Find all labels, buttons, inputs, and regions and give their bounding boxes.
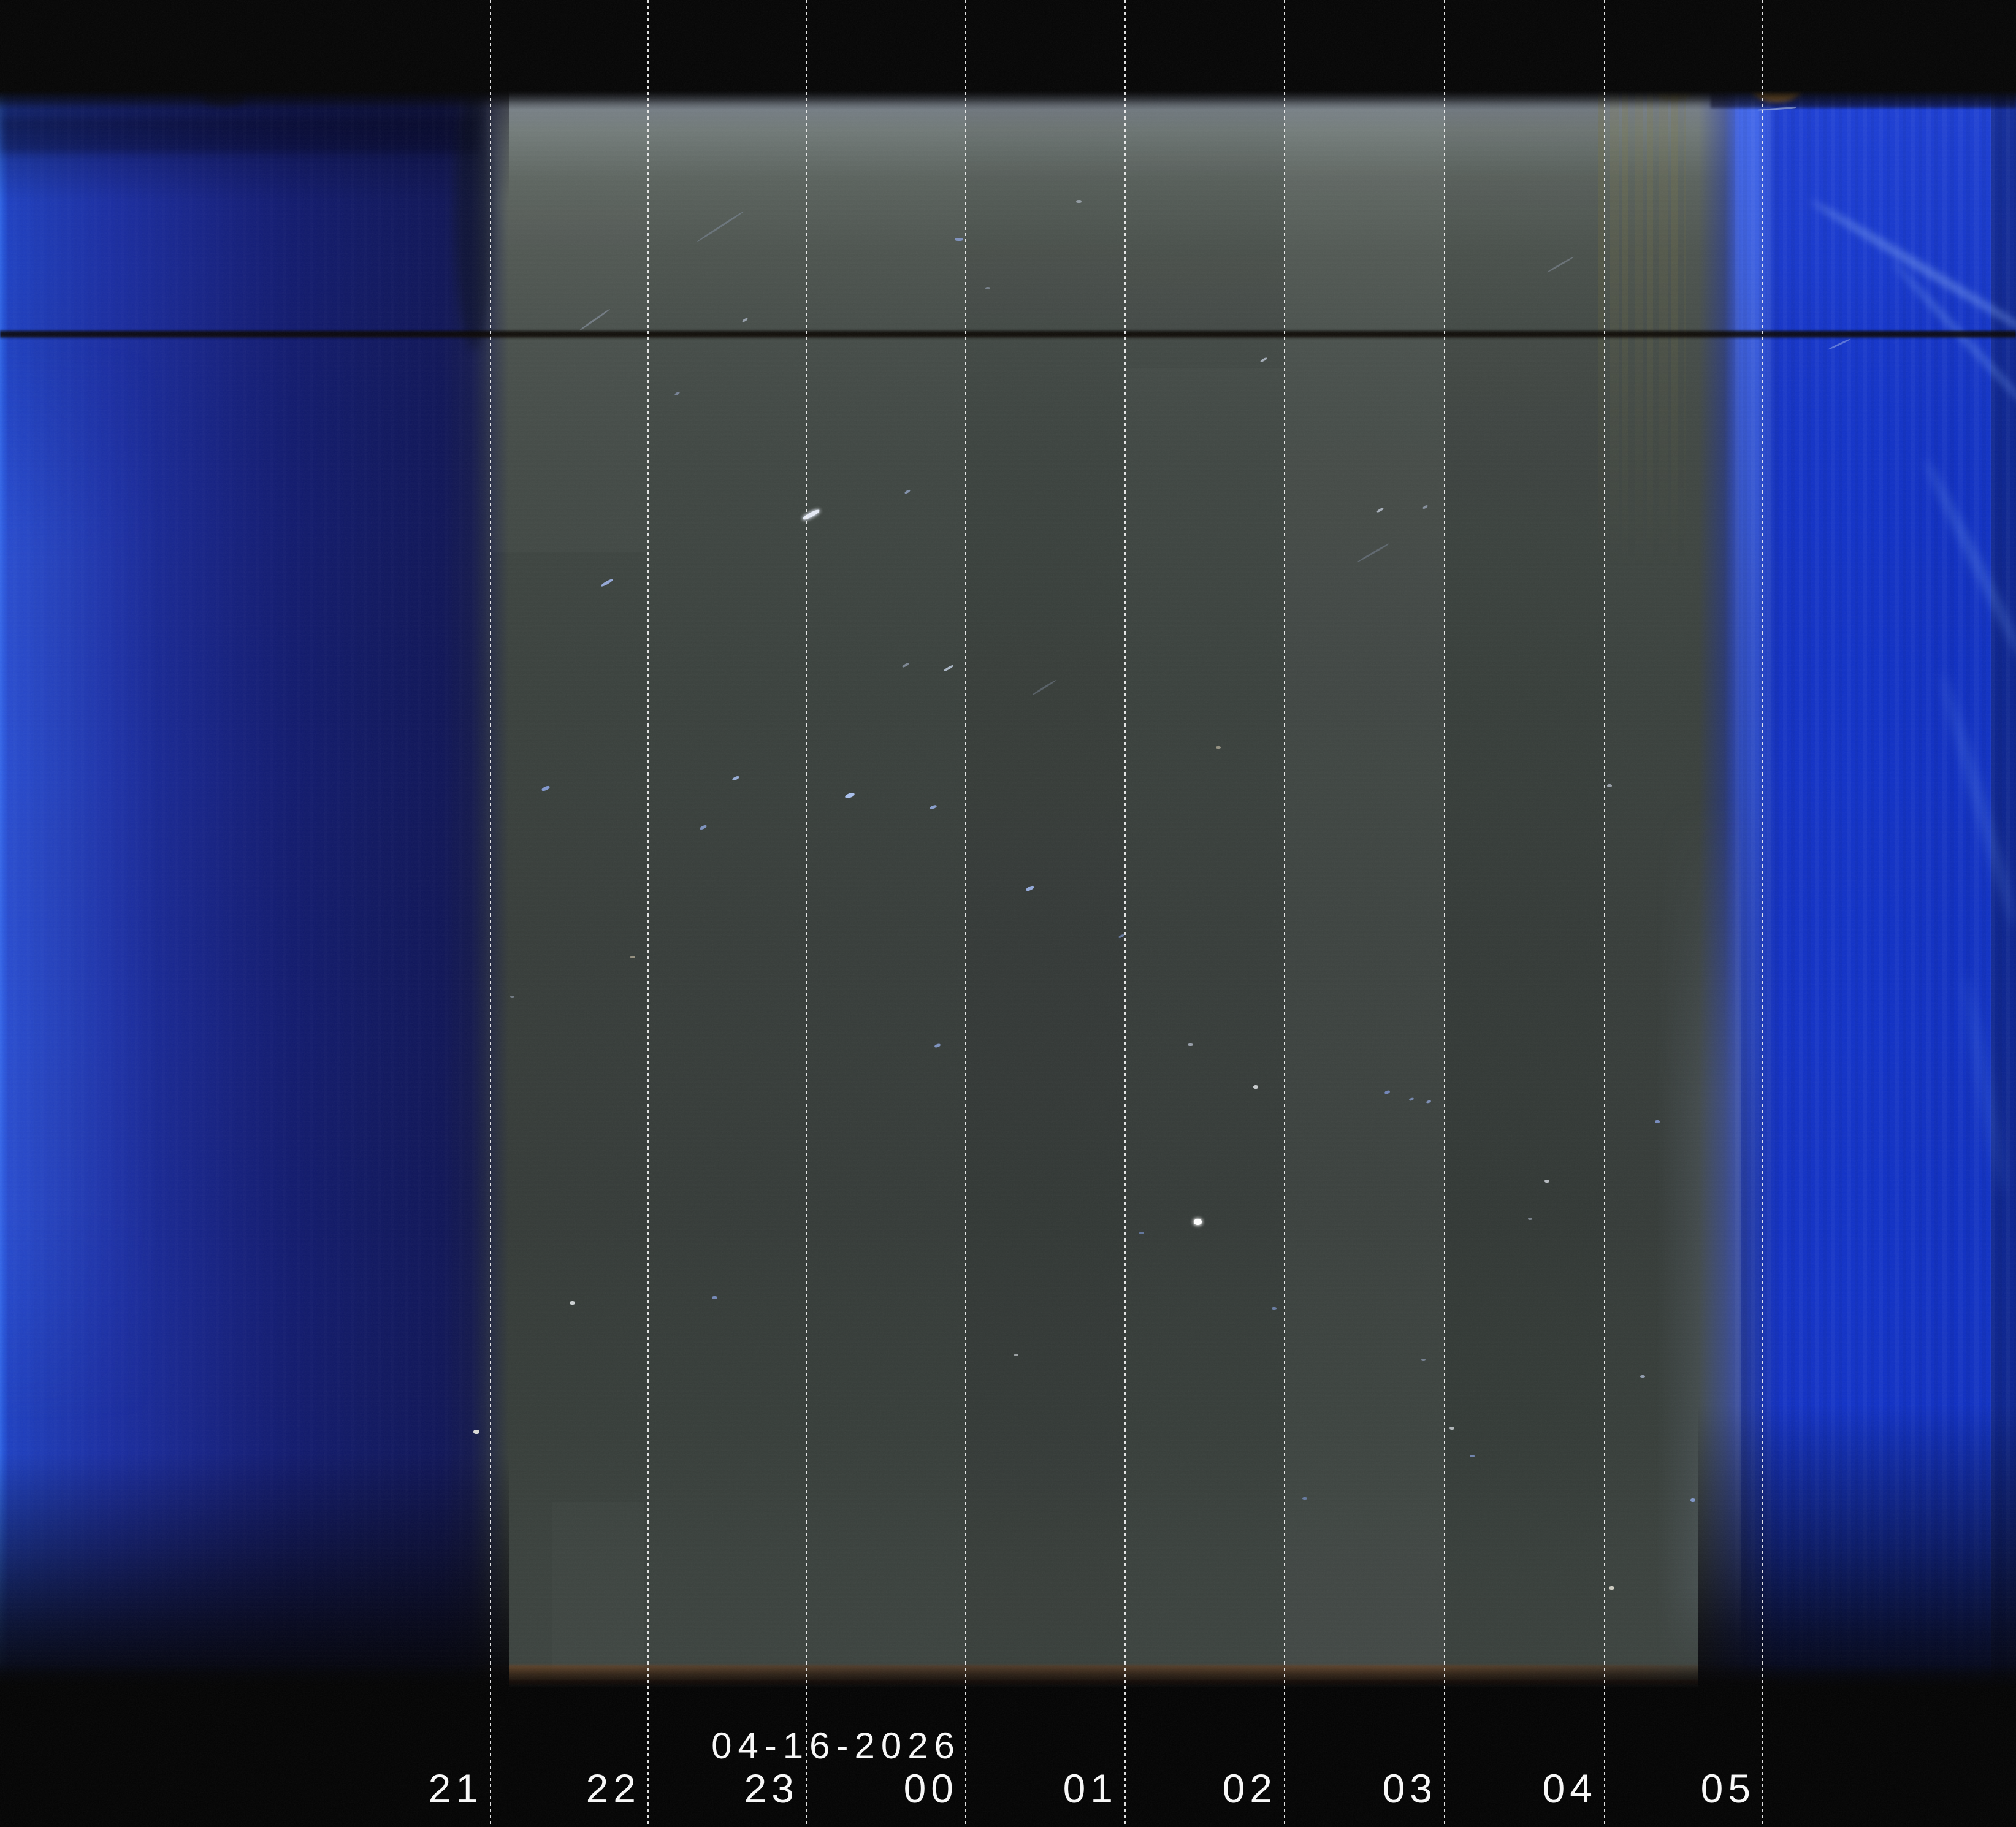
hour-gridline <box>1604 0 1605 1827</box>
hour-tick-label: 05 <box>1700 1766 1755 1811</box>
date-label: 04-16-2026 <box>711 1725 961 1766</box>
hour-gridline <box>490 0 491 1827</box>
hour-gridline <box>806 0 807 1827</box>
hour-tick-label: 00 <box>903 1766 958 1811</box>
hour-gridline <box>1762 0 1763 1827</box>
hour-tick-label: 23 <box>744 1766 799 1811</box>
hour-gridline <box>647 0 649 1827</box>
hour-tick-label: 22 <box>586 1766 641 1811</box>
hour-tick-label: 04 <box>1542 1766 1597 1811</box>
hour-gridline <box>965 0 966 1827</box>
hour-tick-label: 21 <box>428 1766 483 1811</box>
hour-gridline <box>1444 0 1445 1827</box>
hour-tick-label: 03 <box>1382 1766 1437 1811</box>
hour-tick-label: 01 <box>1063 1766 1118 1811</box>
hour-gridline <box>1124 0 1126 1827</box>
hour-tick-label: 02 <box>1222 1766 1277 1811</box>
hour-gridline <box>1284 0 1285 1827</box>
